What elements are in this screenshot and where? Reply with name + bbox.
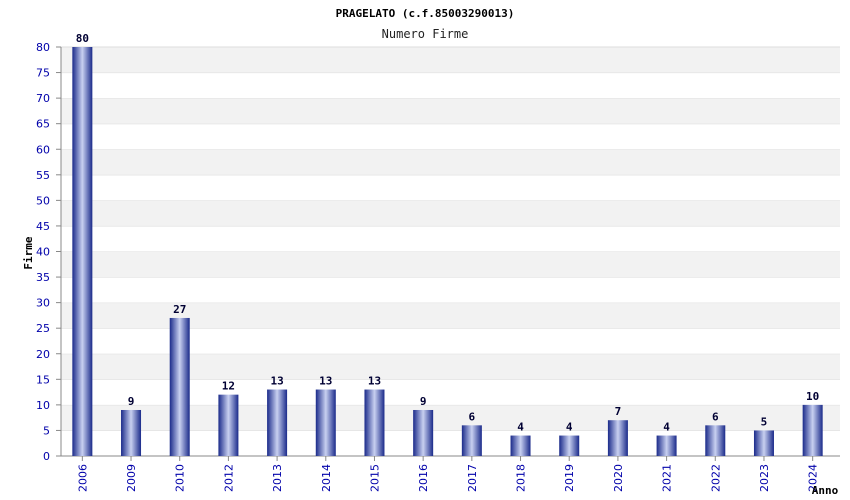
x-tick-label: 2018 xyxy=(515,464,528,492)
x-tick-label: 2017 xyxy=(466,464,479,492)
grid-band xyxy=(61,200,840,226)
x-tick-label: 2021 xyxy=(661,464,674,492)
bar xyxy=(72,47,93,456)
bar xyxy=(218,394,239,456)
y-tick-label: 45 xyxy=(36,220,50,233)
x-axis-label: Anno xyxy=(812,484,839,497)
bar xyxy=(705,425,726,456)
bar xyxy=(802,404,823,456)
y-axis-label: Firme xyxy=(22,236,35,269)
data-label: 9 xyxy=(420,395,427,408)
y-tick-label: 40 xyxy=(36,246,50,259)
chart-title: PRAGELATO (c.f.85003290013) xyxy=(336,7,515,20)
y-tick-label: 50 xyxy=(36,194,50,207)
grid-band xyxy=(61,251,840,278)
grid-band xyxy=(61,72,840,99)
bar xyxy=(607,420,628,456)
grid-band xyxy=(61,353,840,380)
y-tick-label: 0 xyxy=(43,450,50,463)
bars xyxy=(72,47,823,456)
x-tick-label: 2012 xyxy=(222,464,235,492)
grid-band xyxy=(61,149,840,175)
data-label: 9 xyxy=(128,395,135,408)
x-tick-label: 2024 xyxy=(807,464,820,492)
grid-band xyxy=(61,302,840,329)
y-tick-label: 20 xyxy=(36,348,50,361)
bar xyxy=(169,317,190,456)
x-tick-label: 2009 xyxy=(125,464,138,492)
data-label: 10 xyxy=(806,390,819,403)
data-label: 7 xyxy=(615,405,622,418)
x-tick-label: 2019 xyxy=(563,464,576,492)
data-label: 13 xyxy=(270,375,283,388)
grid-band xyxy=(61,328,840,354)
bar xyxy=(315,389,336,456)
data-label: 4 xyxy=(566,421,573,434)
data-label: 13 xyxy=(319,375,332,388)
data-label: 4 xyxy=(663,421,670,434)
data-label: 27 xyxy=(173,303,186,316)
y-tick-label: 70 xyxy=(36,92,50,105)
y-tick-label: 15 xyxy=(36,373,50,386)
x-tick-label: 2013 xyxy=(271,464,284,492)
bar xyxy=(267,389,288,456)
y-tick-label: 10 xyxy=(36,399,50,412)
y-tick-label: 35 xyxy=(36,271,50,284)
data-label: 6 xyxy=(469,410,476,423)
bar xyxy=(413,409,434,456)
x-tick-label: 2016 xyxy=(417,464,430,492)
grid-bands xyxy=(61,46,840,456)
bar xyxy=(753,430,774,456)
x-tick-label: 2020 xyxy=(612,464,625,492)
data-label: 80 xyxy=(76,32,89,45)
data-label: 4 xyxy=(517,421,524,434)
x-tick-label: 2022 xyxy=(709,464,722,492)
x-tick-label: 2014 xyxy=(320,464,333,492)
x-tick-label: 2010 xyxy=(174,464,187,492)
data-labels: 80 9 27 12 13 13 13 9 6 4 4 7 4 6 5 10 xyxy=(76,32,820,434)
chart-subtitle: Numero Firme xyxy=(382,27,469,41)
x-tick-label: 2006 xyxy=(76,464,89,492)
bar xyxy=(461,425,482,456)
bar xyxy=(559,435,580,456)
grid-band xyxy=(61,47,840,73)
x-tick-label: 2015 xyxy=(368,464,381,492)
bar xyxy=(364,389,385,456)
grid-band xyxy=(61,277,840,303)
y-tick-label: 75 xyxy=(36,67,50,80)
x-tick-label: 2023 xyxy=(758,464,771,492)
data-label: 6 xyxy=(712,410,719,423)
data-label: 12 xyxy=(222,380,235,393)
y-tick-labels: 0 5 10 15 20 25 30 35 40 45 50 55 60 65 70 75 80 xyxy=(36,41,50,463)
bar xyxy=(121,409,142,456)
y-tick-label: 5 xyxy=(43,424,50,437)
y-tick-label: 30 xyxy=(36,297,50,310)
y-tick-label: 80 xyxy=(36,41,50,54)
y-tick-label: 55 xyxy=(36,169,50,182)
y-tick-label: 65 xyxy=(36,118,50,131)
grid-band xyxy=(61,379,840,405)
grid-band xyxy=(61,225,840,252)
grid-band xyxy=(61,98,840,124)
bar xyxy=(510,435,531,456)
grid-band xyxy=(61,123,840,150)
x-tick-labels: 2006 2009 2010 2012 2013 2014 2015 2016 2017 2018… xyxy=(76,464,819,492)
y-tick-label: 25 xyxy=(36,322,50,335)
data-label: 13 xyxy=(368,375,381,388)
grid-band xyxy=(61,174,840,201)
bar xyxy=(656,435,677,456)
y-tick-label: 60 xyxy=(36,143,50,156)
data-label: 5 xyxy=(761,415,768,428)
